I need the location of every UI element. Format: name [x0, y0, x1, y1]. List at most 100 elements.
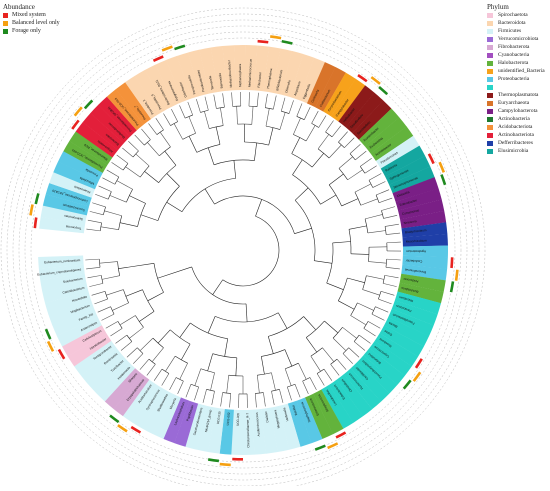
tree-branch — [363, 290, 380, 296]
tree-branch — [289, 100, 293, 113]
legend-label: Proteobacteria — [498, 76, 529, 83]
legend-item-phylum: Campylobacterota — [487, 108, 545, 116]
abundance-cell — [45, 329, 52, 340]
tree-branch — [104, 211, 121, 216]
abundance-cell — [378, 86, 388, 95]
tree-branch — [178, 381, 184, 394]
tree-branch — [98, 307, 111, 313]
tree-branch — [351, 316, 366, 325]
tree-branch — [214, 95, 217, 109]
tree-branch — [85, 259, 99, 260]
tree-branch — [129, 327, 143, 338]
abundance-cell — [232, 458, 243, 461]
tree-branch — [120, 316, 135, 325]
legend-swatch — [487, 93, 493, 98]
tree-branch — [121, 342, 132, 351]
tree-branch — [338, 132, 347, 142]
legend-label: Firmicutes — [498, 28, 521, 35]
tree-branch — [278, 313, 287, 329]
tree-branch — [331, 364, 340, 375]
tree-branch — [306, 125, 315, 141]
tree-branch — [387, 259, 401, 260]
abundance-cell — [47, 341, 54, 352]
tree-branch — [279, 389, 283, 403]
tree-branch — [349, 348, 359, 358]
tree-branch — [106, 321, 118, 328]
abundance-cell — [174, 45, 185, 51]
tree-branch — [280, 112, 285, 129]
tree-branch — [180, 323, 191, 338]
abundance-cell — [335, 431, 346, 438]
tree-branch — [116, 335, 127, 343]
tree-branch — [257, 375, 259, 393]
tree-branch — [372, 314, 385, 320]
tree-branch — [220, 108, 223, 126]
tree-branch — [147, 364, 156, 375]
abundance-cell — [258, 40, 269, 44]
tree-branch — [355, 184, 371, 192]
tree-branch — [333, 241, 351, 242]
abundance-cell — [315, 444, 326, 450]
tree-branch — [265, 94, 267, 108]
tree-branch — [141, 129, 150, 140]
tree-branch — [102, 178, 114, 184]
tree-branch — [347, 278, 364, 283]
tree-branch — [381, 207, 394, 211]
tree-branch — [162, 373, 169, 385]
tree-branch — [295, 384, 300, 397]
tree-branch — [257, 93, 258, 107]
tree-branch — [324, 369, 332, 381]
tree-branch — [117, 155, 128, 163]
tree-branch — [246, 304, 247, 322]
tree-branch — [179, 105, 185, 118]
abundance-cell — [34, 193, 39, 204]
tree-branch — [357, 303, 373, 311]
tree-branch — [252, 106, 253, 124]
tree-branch — [295, 188, 308, 200]
tree-branch — [205, 189, 214, 204]
tree-branch — [293, 118, 300, 135]
genus-label: Methanosphaera — [238, 63, 242, 87]
legend-swatch — [3, 21, 8, 26]
legend-label: Defferribacteres — [498, 140, 533, 147]
tree-branch — [337, 359, 346, 370]
tree-branch — [181, 344, 190, 360]
tree-branch — [188, 102, 193, 115]
legend-item-phylum: unidentified_Bacteria — [487, 67, 545, 75]
tree-branch — [378, 299, 391, 304]
legend-swatch — [487, 37, 493, 42]
tree-branch — [303, 381, 309, 394]
tree-branch — [163, 113, 170, 125]
tree-branch — [366, 276, 384, 280]
tree-branch — [312, 111, 319, 123]
legend-label: Actinobacteria — [498, 116, 530, 123]
abundance-cell — [428, 153, 435, 164]
tree-branch — [95, 194, 108, 199]
legend-item-phylum: Euryarchaeota — [487, 100, 545, 108]
tree-arc — [223, 216, 279, 286]
tree-branch — [152, 348, 163, 362]
tree-branch — [145, 171, 159, 182]
legend-label: Fibrobacterota — [498, 44, 529, 51]
tree-branch — [368, 321, 380, 328]
abundance-cell — [220, 463, 231, 466]
abundance-cell — [455, 270, 459, 281]
tree-branch — [376, 190, 389, 195]
tree-branch — [180, 363, 188, 379]
legend-item-phylum: Acidobacteriota — [487, 124, 545, 132]
tree-branch — [102, 314, 115, 320]
legend-item-phylum: Actinobacteria — [487, 116, 545, 124]
tree-branch — [368, 231, 386, 233]
tree-branch — [273, 96, 276, 110]
tree-branch — [212, 391, 215, 405]
legend-item-phylum: Elusimicrobia — [487, 148, 545, 156]
legend-swatch — [487, 101, 493, 106]
tree-branch — [136, 154, 149, 166]
tree-branch — [156, 118, 164, 130]
tree-branch — [86, 229, 100, 231]
guide-ring — [25, 32, 461, 468]
legend-label: Bacteroidota — [498, 20, 526, 27]
tree-branch — [237, 106, 238, 124]
tree-branch — [189, 117, 196, 134]
legend-label: Actinobacteriota — [498, 132, 534, 139]
